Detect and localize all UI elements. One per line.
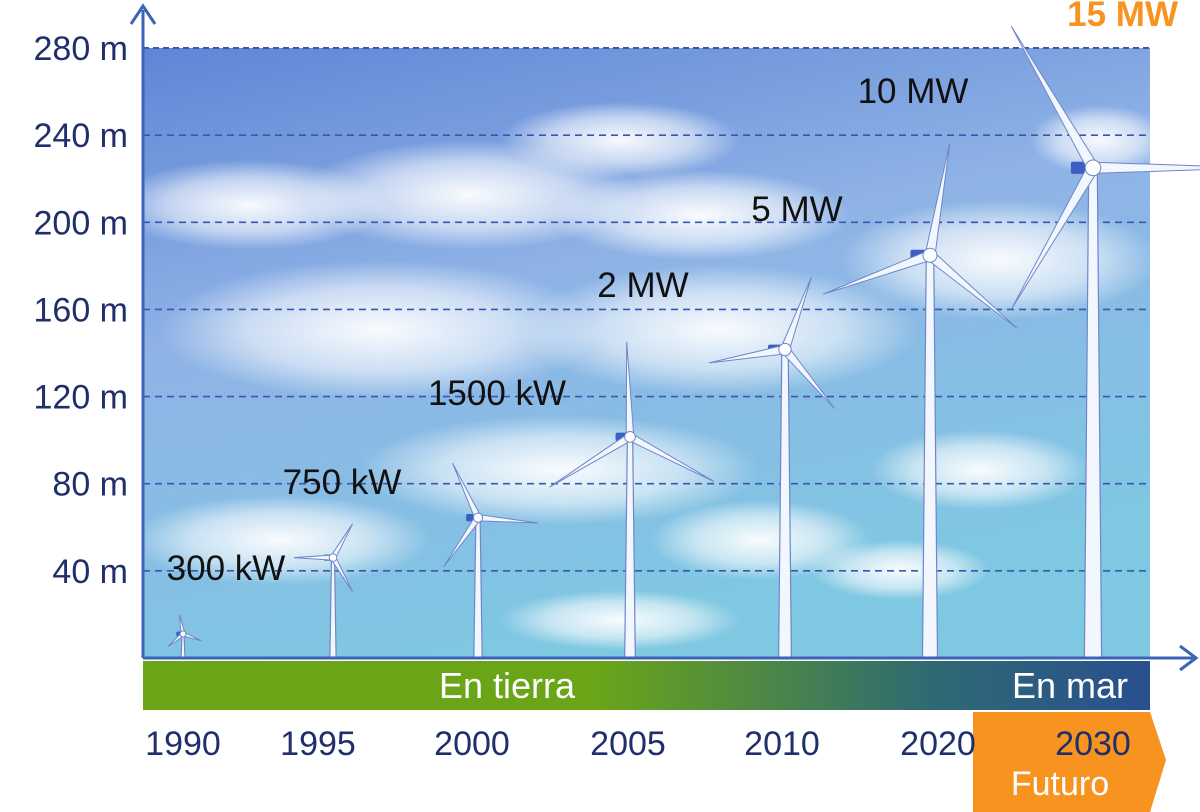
turbine-hub [922, 247, 938, 263]
turbine-2030: 15 MW [1010, 0, 1200, 659]
capacity-label: 15 MW [1067, 0, 1178, 34]
x-tick-label: 2020 [900, 725, 976, 763]
turbine-2000: 1500 kW [428, 374, 566, 659]
turbine-1995: 750 kW [283, 463, 402, 659]
turbine-hub [624, 430, 636, 443]
capacity-label: 2 MW [597, 266, 688, 305]
x-axis-ticks: 1990 1995 2000 2005 2010 2020 2030 [145, 725, 1131, 763]
offshore-label: En mar [1012, 665, 1128, 706]
turbine-2005: 2 MW [549, 266, 714, 659]
turbine-hub [472, 512, 484, 523]
clouds [110, 102, 1170, 650]
environment-band [143, 661, 1150, 710]
turbine-2020: 10 MW [823, 72, 1018, 659]
capacity-label: 300 kW [167, 549, 286, 588]
x-tick-label: 1995 [280, 725, 356, 763]
turbine-hub [1084, 159, 1102, 177]
x-tick-label: 2000 [434, 725, 510, 763]
x-tick-label: 2010 [744, 725, 820, 763]
x-axis [143, 644, 1199, 672]
capacity-label: 10 MW [858, 72, 969, 111]
x-tick-label: 2005 [590, 725, 666, 763]
turbine-hub [179, 630, 187, 638]
y-tick-label: 160 m [34, 291, 129, 329]
turbine-blade [1092, 161, 1200, 174]
capacity-label: 1500 kW [428, 374, 566, 413]
turbine-hub [778, 342, 792, 357]
turbine-1990: 300 kW [167, 549, 286, 659]
y-tick-label: 120 m [34, 379, 129, 417]
x-tick-label: 2030 [1055, 725, 1131, 763]
y-tick-label: 280 m [34, 30, 129, 68]
y-tick-label: 200 m [34, 204, 129, 242]
turbine-2010: 5 MW [708, 190, 843, 659]
x-tick-label: 1990 [145, 725, 221, 763]
capacity-label: 750 kW [283, 463, 402, 502]
onshore-label: En tierra [439, 665, 576, 706]
turbine-tower [473, 517, 483, 659]
capacity-label: 5 MW [751, 190, 842, 229]
y-axis-ticks: 40 m 80 m 120 m 160 m 200 m 240 m 280 m [34, 30, 129, 591]
y-tick-label: 40 m [52, 553, 128, 591]
y-axis [129, 3, 157, 658]
future-arrow [973, 712, 1166, 812]
grid-lines [143, 47, 1150, 572]
future-label: Futuro [1011, 765, 1109, 803]
y-tick-label: 80 m [52, 466, 128, 504]
turbines: 300 kW 750 kW 1500 kW 2 MW 5 MW 10 MW 15 MW [167, 0, 1200, 659]
y-tick-label: 240 m [34, 117, 129, 155]
turbine-hub [328, 553, 338, 562]
turbine-tower [329, 557, 337, 659]
